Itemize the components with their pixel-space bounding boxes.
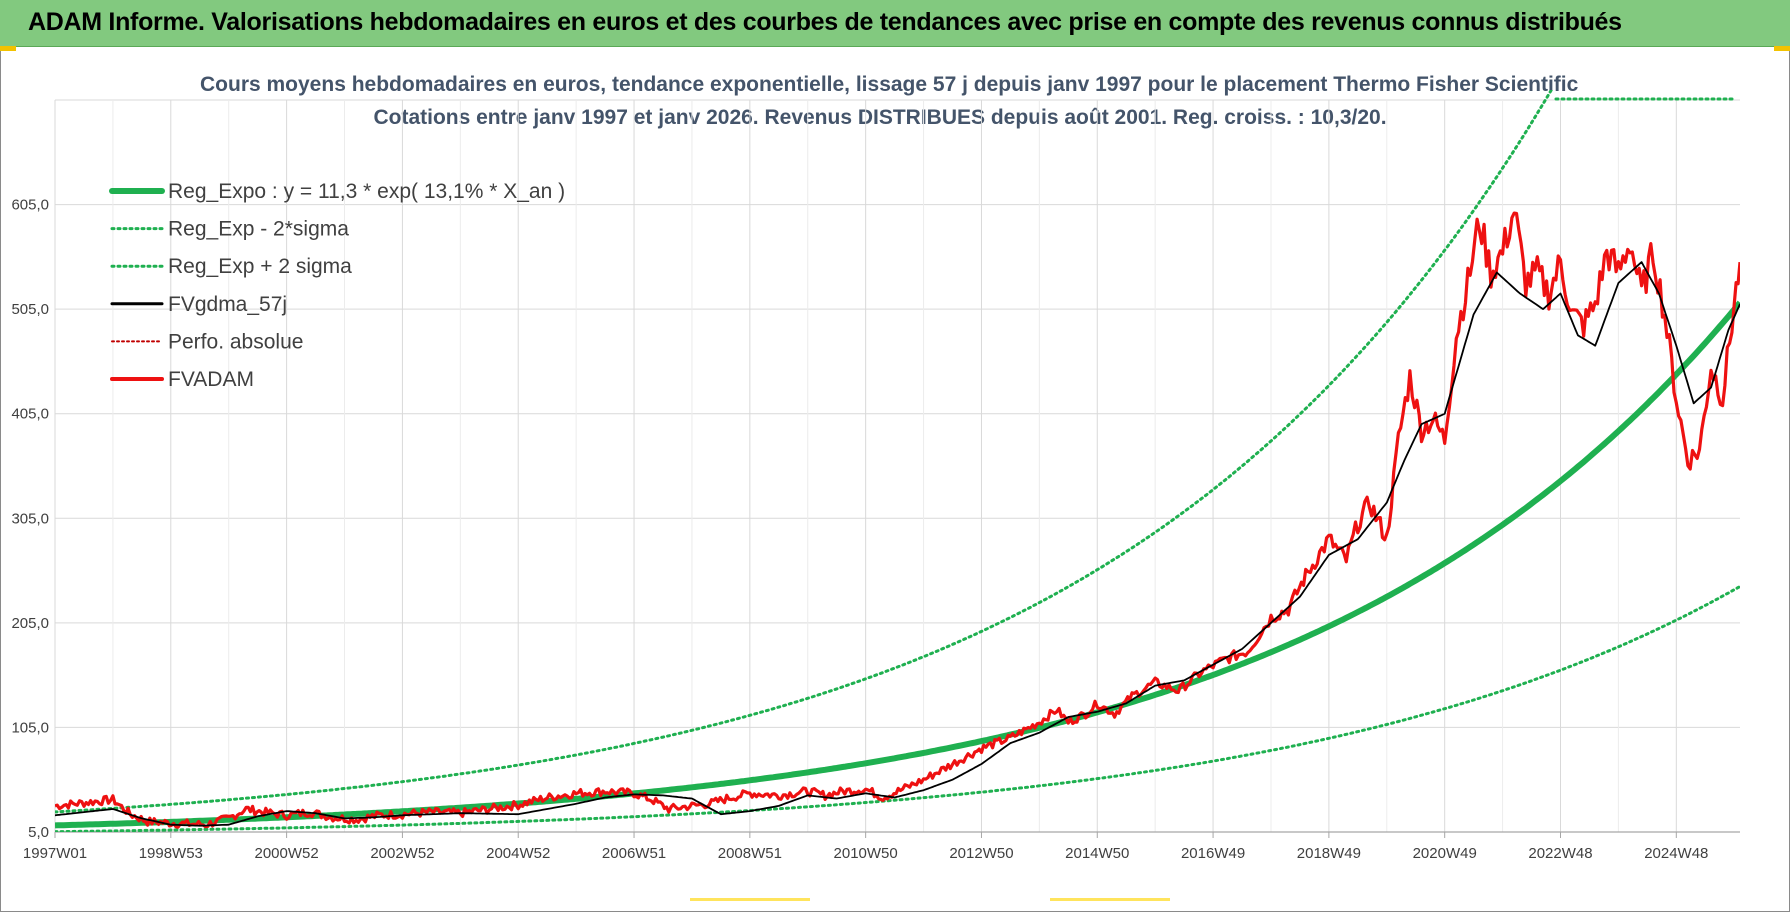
chart-grid (54, 99, 1740, 838)
x-tick-label: 2002W52 (370, 845, 434, 862)
footer-accent-1 (690, 898, 810, 901)
y-tick-label: 5,0 (28, 824, 49, 841)
x-tick-label: 2000W52 (255, 845, 319, 862)
banner-title: ADAM Informe. Valorisations hebdomadaire… (28, 8, 1622, 36)
series-reg-exp-minus-2sigma (55, 585, 1740, 832)
y-tick-label: 605,0 (11, 197, 49, 214)
series-reg-expo (55, 300, 1740, 829)
y-tick-label: 405,0 (11, 406, 49, 423)
legend-label: FVgdma_57j (168, 293, 287, 316)
x-tick-label: 1997W01 (23, 845, 87, 862)
legend-label: FVADAM (168, 368, 254, 391)
x-tick-label: 2012W50 (949, 845, 1013, 862)
x-tick-label: 2010W50 (834, 845, 898, 862)
header-banner: ADAM Informe. Valorisations hebdomadaire… (0, 0, 1790, 47)
y-tick-label: 205,0 (11, 615, 49, 632)
x-tick-label: 2022W48 (1528, 845, 1592, 862)
x-tick-label: 2006W51 (602, 845, 666, 862)
x-tick-label: 2024W48 (1644, 845, 1708, 862)
x-tick-label: 2014W50 (1065, 845, 1129, 862)
corner-mark-right (1774, 46, 1790, 51)
x-tick-label: 2004W52 (486, 845, 550, 862)
series-fvgdma-57j (55, 261, 1740, 827)
y-axis-ticks: 5,0 105,0 205,0 305,0 405,0 505,0 605,0 (11, 197, 49, 841)
x-tick-label: 2016W49 (1181, 845, 1245, 862)
legend-label: Reg_Expo : y = 11,3 * exp( 13,1% * X_an … (168, 180, 565, 203)
y-tick-label: 105,0 (11, 719, 49, 736)
x-tick-label: 1998W53 (139, 845, 203, 862)
x-tick-label: 2018W49 (1297, 845, 1361, 862)
y-tick-label: 305,0 (11, 510, 49, 527)
series-reg-exp-plus-2sigma (55, 90, 1554, 814)
x-tick-label: 2008W51 (718, 845, 782, 862)
series-fvadam (55, 211, 1740, 829)
chart-legend: Reg_Expo : y = 11,3 * exp( 13,1% * X_an … (109, 180, 565, 391)
legend-label: Perfo. absolue (168, 330, 303, 353)
chart-series (55, 90, 1740, 832)
chart-title-line1: Cours moyens hebdomadaires en euros, ten… (200, 73, 1579, 96)
chart-title-line2: Cotations entre janv 1997 et janv 2026. … (373, 106, 1387, 129)
y-tick-label: 505,0 (11, 301, 49, 318)
x-axis-ticks: 1997W01 1998W53 2000W52 2002W52 2004W52 2006W… (23, 845, 1709, 862)
footer-accent-2 (1050, 898, 1170, 901)
corner-mark-left (0, 46, 16, 51)
x-tick-label: 2020W49 (1413, 845, 1477, 862)
legend-label: Reg_Exp + 2 sigma (168, 255, 352, 278)
legend-label: Reg_Exp - 2*sigma (168, 218, 349, 241)
